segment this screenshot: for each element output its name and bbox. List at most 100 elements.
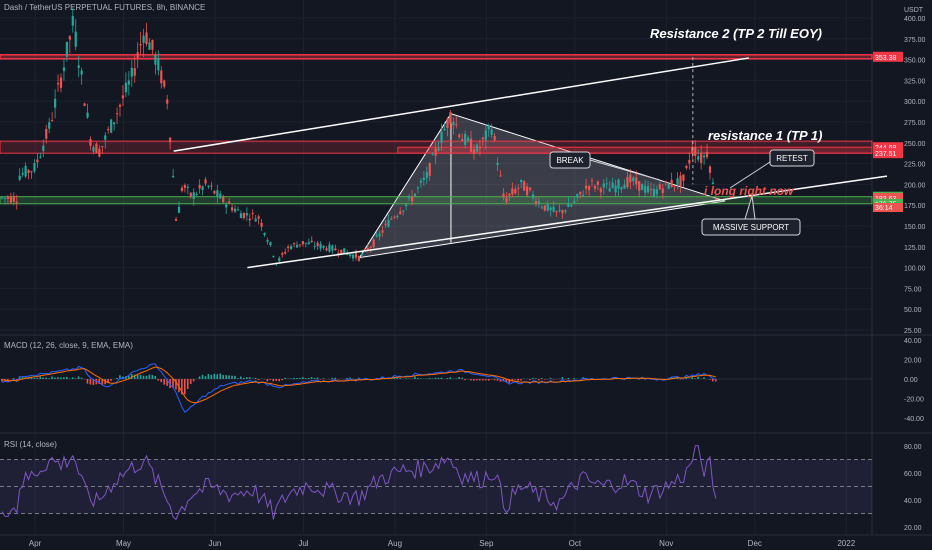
resistance-2-line <box>0 54 873 60</box>
candle-body <box>18 175 21 180</box>
candle-body <box>322 245 325 248</box>
candle-body <box>646 186 650 193</box>
candle-body <box>393 216 396 218</box>
macd-histogram-bar <box>98 379 101 385</box>
candle-body <box>431 154 434 156</box>
symbol-title[interactable]: Dash / TetherUS PERPETUAL FUTURES, 8h, B… <box>4 3 206 12</box>
candle-body <box>582 194 585 197</box>
candle-body <box>449 112 452 124</box>
candle-body <box>89 139 92 146</box>
resistance-1-label: resistance 1 (TP 1) <box>708 128 822 143</box>
macd-histogram-bar <box>145 375 148 379</box>
macd-histogram-bar <box>307 377 310 379</box>
macd-histogram-bar <box>33 378 36 379</box>
price-panel[interactable] <box>0 7 888 269</box>
candle-body <box>475 144 479 152</box>
candle-body <box>6 197 9 200</box>
macd-histogram-bar <box>293 377 295 379</box>
macd-histogram-bar <box>511 379 514 381</box>
macd-histogram-bar <box>440 377 443 379</box>
macd-histogram-bar <box>484 379 487 381</box>
candle-body <box>638 181 641 191</box>
candle-body <box>278 257 281 262</box>
macd-histogram-bar <box>476 379 478 381</box>
macd-histogram-bar <box>213 373 216 379</box>
candle-body <box>231 207 234 211</box>
candle-body <box>15 201 18 203</box>
candle-body <box>172 175 175 178</box>
candle-body <box>405 204 408 207</box>
macd-panel[interactable] <box>0 363 872 413</box>
macd-histogram-bar <box>437 377 440 379</box>
macd-histogram-bar <box>464 379 466 381</box>
macd-histogram-bar <box>296 377 298 379</box>
candle-body <box>446 118 449 128</box>
candle-body <box>98 148 101 157</box>
macd-histogram-bar <box>399 378 401 379</box>
macd-histogram-bar <box>396 378 398 379</box>
candle-body <box>458 134 461 138</box>
candle-body <box>700 153 703 163</box>
candle-body <box>186 186 189 188</box>
macd-histogram-bar <box>51 376 53 379</box>
candle-body <box>151 40 154 50</box>
candle-body <box>169 137 172 143</box>
y-tick-label: 50.00 <box>904 307 922 314</box>
candle-body <box>363 248 366 250</box>
candle-body <box>133 68 136 76</box>
rsi-label[interactable]: RSI (14, close) <box>4 440 57 449</box>
candle-body <box>410 196 414 202</box>
macd-histogram-bar <box>186 379 189 389</box>
candle-body <box>437 148 440 151</box>
candle-body <box>546 203 549 211</box>
y-tick-label: 300.00 <box>904 99 926 106</box>
macd-histogram-bar <box>473 379 475 381</box>
macd-histogram-bar <box>240 376 242 379</box>
x-tick-label: 2022 <box>837 539 855 548</box>
candle-body <box>520 179 523 183</box>
macd-histogram-bar <box>66 376 68 379</box>
candle-body <box>295 244 299 248</box>
candle-body <box>118 104 122 107</box>
macd-histogram-bar <box>458 377 460 379</box>
price-label-box <box>873 51 903 62</box>
candle-body <box>266 240 269 242</box>
macd-histogram-bar <box>535 378 537 379</box>
macd-histogram-bar <box>549 377 552 379</box>
macd-histogram-bar <box>567 377 570 379</box>
macd-histogram-bar <box>166 379 168 386</box>
macd-histogram-bar <box>449 377 452 379</box>
macd-histogram-bar <box>45 377 47 379</box>
macd-histogram-bar <box>136 374 139 379</box>
candle-body <box>272 256 275 258</box>
macd-histogram-bar <box>219 373 221 379</box>
candle-body <box>493 135 496 141</box>
macd-line <box>1 363 717 413</box>
candle-body <box>121 95 125 99</box>
macd-histogram-bar <box>715 379 717 382</box>
macd-histogram-bar <box>201 374 204 379</box>
candle-body <box>599 188 602 193</box>
candle-body <box>42 145 45 152</box>
rsi-panel[interactable] <box>0 445 872 521</box>
macd-histogram-bar <box>119 375 121 379</box>
macd-histogram-bar <box>278 379 280 382</box>
candle-body <box>3 197 7 199</box>
price-axis[interactable]: 25.00 50.00 75.00 100.00 125.00 150.00 175.00 2… <box>29 7 926 548</box>
candle-body <box>77 65 80 69</box>
macd-label[interactable]: MACD (12, 26, close, 9, EMA, EMA) <box>4 341 133 350</box>
x-tick-label: Jun <box>208 539 221 548</box>
candle-body <box>319 243 322 249</box>
x-tick-label: Dec <box>748 539 762 548</box>
macd-histogram-bar <box>685 376 688 379</box>
candle-body <box>384 223 387 225</box>
macd-histogram-bar <box>334 377 337 379</box>
macd-tick-label: 20.00 <box>904 358 922 365</box>
macd-histogram-bar <box>234 375 236 379</box>
candle-body <box>614 185 617 193</box>
candle-body <box>626 176 629 188</box>
candle-body <box>92 147 95 152</box>
candle-body <box>455 124 458 126</box>
candle-body <box>233 208 237 212</box>
macd-histogram-bar <box>481 379 484 381</box>
